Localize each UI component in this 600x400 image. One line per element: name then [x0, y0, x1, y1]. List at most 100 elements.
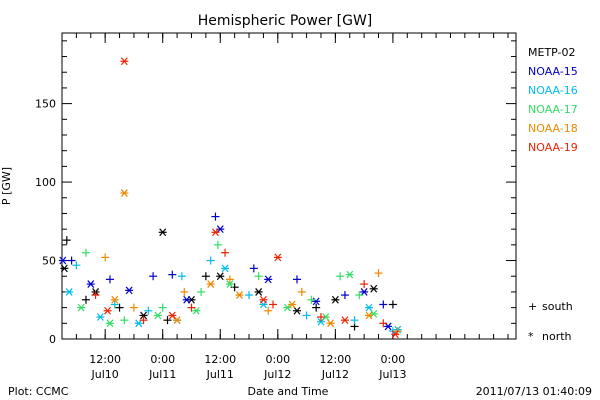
x-axis: 12:00 Jul10 0:00 Jul11 12:00 Jul11 0:00 Jul12 12… [61, 33, 509, 381]
south-marker [245, 291, 254, 300]
marker-legend-symbol: + [528, 300, 537, 313]
south-marker [211, 212, 220, 221]
marker-stroke [293, 306, 301, 315]
marker-stroke [235, 291, 243, 299]
marker-stroke [365, 303, 373, 312]
north-marker [254, 288, 263, 296]
south-marker [221, 248, 230, 257]
north-marker [216, 272, 225, 281]
marker-stroke [125, 286, 133, 295]
north-marker [206, 280, 215, 288]
south-marker [158, 303, 167, 312]
south-marker [105, 275, 114, 284]
marker-stroke [370, 310, 378, 318]
x-axis-label: Date and Time [248, 385, 329, 398]
south-marker [264, 306, 273, 315]
south-marker [206, 256, 215, 265]
marker-stroke [188, 295, 195, 304]
footer-left: Plot: CCMC [8, 385, 69, 398]
north-marker [273, 253, 282, 262]
south-marker [312, 303, 321, 312]
north-marker [221, 264, 230, 273]
north-marker [86, 280, 95, 288]
marker-legend-symbol: * [528, 330, 534, 343]
y-axis-label: P [GW] [0, 167, 13, 205]
south-marker [187, 303, 196, 312]
marker-stroke [183, 295, 191, 304]
marker-stroke [106, 319, 114, 328]
marker-stroke [65, 288, 73, 296]
marker-stroke [255, 288, 263, 296]
north-marker [264, 275, 273, 284]
south-marker [163, 316, 172, 325]
marker-stroke [384, 322, 392, 331]
north-marker [65, 288, 74, 296]
south-marker [81, 295, 90, 304]
north-marker [292, 306, 301, 315]
north-marker [364, 311, 373, 320]
north-marker [139, 311, 148, 320]
north-marker [60, 264, 69, 273]
south-marker [168, 270, 177, 279]
north-marker [391, 330, 400, 339]
south-marker [336, 272, 345, 281]
north-marker [58, 256, 67, 265]
south-marker [355, 291, 364, 300]
north-marker [103, 306, 112, 315]
plot-frame [61, 32, 517, 340]
marker-stroke [312, 297, 320, 306]
x-tick-label-time: 12:00 [204, 353, 236, 366]
marker-stroke [60, 264, 68, 273]
north-marker [360, 288, 369, 296]
south-marker [269, 300, 278, 309]
marker-stroke [283, 303, 291, 312]
south-marker [149, 272, 158, 281]
marker-stroke [259, 295, 267, 304]
south-marker [139, 316, 148, 325]
marker-stroke [341, 316, 349, 325]
marker-stroke [59, 256, 67, 265]
south-marker [249, 264, 258, 273]
marker-stroke [104, 306, 112, 315]
south-marker [379, 300, 388, 309]
x-tick-label-time: 0:00 [265, 353, 290, 366]
y-tick-label: 50 [42, 255, 56, 268]
north-marker [384, 322, 393, 331]
marker-stroke [96, 313, 104, 321]
marker-stroke [87, 280, 95, 288]
south-marker [101, 253, 110, 262]
marker-stroke [120, 189, 128, 197]
marker-stroke [264, 275, 272, 284]
marker-stroke [360, 288, 368, 296]
south-marker [302, 311, 311, 320]
x-tick-label-date: Jul11 [206, 368, 234, 381]
north-marker [120, 57, 129, 66]
north-marker [211, 228, 220, 237]
x-tick-label-date: Jul13 [378, 368, 406, 381]
south-marker [197, 287, 206, 296]
x-tick-label-date: Jul10 [91, 368, 119, 381]
south-marker [115, 303, 124, 312]
marker-stroke [216, 272, 224, 281]
north-marker [345, 270, 354, 279]
south-marker [213, 240, 222, 249]
marker-stroke [322, 313, 330, 321]
marker-legend-label: south [542, 300, 573, 313]
marker-stroke [140, 311, 147, 320]
north-marker [77, 303, 86, 312]
y-tick-label: 150 [35, 98, 56, 111]
south-marker [388, 300, 397, 309]
north-marker [331, 295, 340, 304]
north-marker [168, 311, 177, 320]
north-marker [120, 189, 129, 197]
marker-stroke [135, 319, 143, 328]
marker-stroke [168, 311, 176, 320]
north-marker [259, 300, 268, 309]
marker-stroke [370, 284, 378, 293]
marker-stroke [154, 311, 162, 320]
south-marker [120, 316, 129, 325]
south-marker [350, 316, 359, 325]
north-marker [364, 303, 373, 312]
marker-stroke [77, 303, 85, 312]
